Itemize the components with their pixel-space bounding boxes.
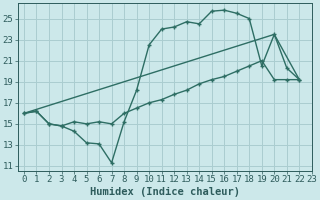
X-axis label: Humidex (Indice chaleur): Humidex (Indice chaleur) — [90, 187, 240, 197]
